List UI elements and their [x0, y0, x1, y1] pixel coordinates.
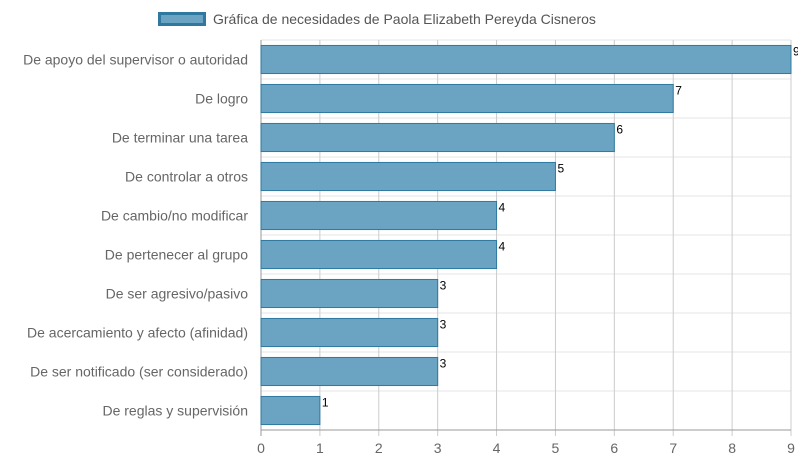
value-label: 7: [675, 84, 682, 98]
value-label: 4: [499, 240, 506, 254]
value-label: 9: [793, 45, 798, 59]
x-tick-label: 4: [493, 440, 501, 456]
x-tick-label: 0: [257, 440, 265, 456]
x-tick-label: 1: [316, 440, 324, 456]
category-label: De reglas y supervisión: [102, 403, 248, 419]
value-label: 1: [322, 396, 329, 410]
category-label: De logro: [195, 91, 248, 107]
value-label: 3: [440, 357, 447, 371]
category-label: De controlar a otros: [125, 169, 248, 185]
legend-swatch: [158, 12, 206, 26]
bar[interactable]: [260, 278, 439, 309]
category-label: De pertenecer al grupo: [105, 247, 248, 263]
value-label: 6: [616, 123, 623, 137]
value-label: 5: [557, 162, 564, 176]
x-tick-label: 8: [728, 440, 736, 456]
category-label: De terminar una tarea: [112, 130, 248, 146]
bar[interactable]: [260, 122, 615, 153]
bar[interactable]: [260, 239, 498, 270]
value-label: 3: [440, 279, 447, 293]
x-tick-label: 9: [787, 440, 795, 456]
bar[interactable]: [260, 356, 439, 387]
value-label: 4: [499, 201, 506, 215]
bar[interactable]: [260, 200, 498, 231]
category-label: De acercamiento y afecto (afinidad): [27, 325, 248, 341]
x-tick-label: 6: [610, 440, 618, 456]
bar[interactable]: [260, 395, 321, 426]
value-label: 3: [440, 318, 447, 332]
x-tick-label: 5: [552, 440, 560, 456]
bar[interactable]: [260, 161, 556, 192]
category-label: De ser notificado (ser considerado): [30, 364, 248, 380]
category-label: De ser agresivo/pasivo: [106, 286, 249, 302]
x-tick-label: 2: [375, 440, 383, 456]
bar[interactable]: [260, 317, 439, 348]
legend-label: Gráfica de necesidades de Paola Elizabet…: [213, 11, 596, 27]
category-label: De cambio/no modificar: [101, 208, 248, 224]
x-tick-label: 3: [434, 440, 442, 456]
chart-legend[interactable]: Gráfica de necesidades de Paola Elizabet…: [158, 8, 596, 30]
category-label: De apoyo del supervisor o autoridad: [23, 52, 248, 68]
bar[interactable]: [260, 83, 674, 114]
bar[interactable]: [260, 44, 792, 75]
x-tick-label: 7: [669, 440, 677, 456]
